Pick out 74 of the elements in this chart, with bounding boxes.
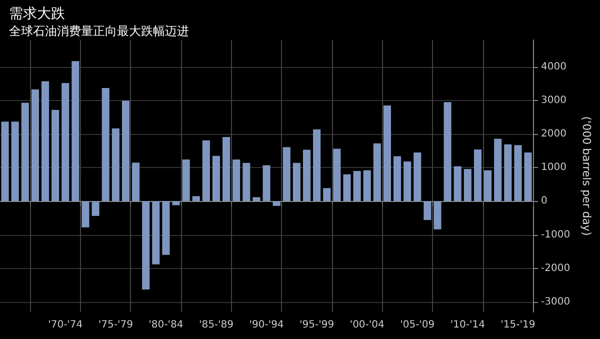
- bar: [262, 165, 270, 202]
- bar: [122, 100, 130, 202]
- bar: [302, 150, 311, 202]
- bar: [92, 201, 100, 216]
- bar: [434, 201, 442, 230]
- bar: [31, 89, 39, 202]
- bar: [152, 201, 160, 264]
- bar: [52, 110, 60, 202]
- x-tick-label: '75-'79: [98, 320, 133, 330]
- x-tick-label: '15-'19: [500, 320, 536, 330]
- x-tick-label: '80-'84: [148, 320, 184, 330]
- x-tick-label: '95-'99: [300, 320, 334, 330]
- y-tick-label: 3000: [541, 94, 566, 106]
- x-tick-label: '10-'14: [450, 320, 485, 330]
- bar: [383, 105, 391, 202]
- y-tick-label: 2000: [541, 128, 566, 140]
- bar: [424, 201, 432, 220]
- bar: [82, 201, 90, 228]
- bar: [272, 201, 280, 206]
- bar: [504, 144, 512, 202]
- x-tick-label: '70-'74: [48, 320, 83, 330]
- y-tick-label: 0: [541, 196, 548, 207]
- bar: [404, 162, 412, 202]
- bar: [353, 170, 361, 202]
- chart-subtitle: 全球石油消费量正向最大跌幅迈进: [9, 24, 189, 38]
- bar: [62, 82, 70, 202]
- bar: [484, 170, 492, 202]
- bar: [414, 152, 422, 202]
- bar: [242, 162, 250, 202]
- x-tick-label: '90-'94: [249, 320, 284, 330]
- bar: [323, 188, 331, 202]
- bar: [142, 201, 150, 290]
- bar: [514, 145, 522, 202]
- bar: [333, 148, 341, 202]
- y-tick-label: 1000: [541, 162, 566, 174]
- y-tick-label: -2000: [541, 262, 570, 274]
- bar: [282, 147, 290, 202]
- bar: [524, 152, 532, 202]
- bar: [292, 162, 300, 202]
- bar: [102, 88, 110, 202]
- bar: [313, 129, 321, 202]
- bar: [202, 140, 210, 202]
- bar: [343, 174, 351, 202]
- bar: [172, 201, 180, 206]
- y-tick-label: -1000: [541, 229, 570, 240]
- x-tick-label: '00-'04: [350, 320, 384, 330]
- bar: [132, 162, 140, 202]
- bar: [474, 149, 482, 202]
- bar: [182, 160, 190, 202]
- bar: [21, 102, 29, 202]
- bar: [252, 197, 260, 202]
- bar: [72, 61, 80, 202]
- x-tick-label: '05-'09: [400, 320, 435, 330]
- x-tick-label: '85-'89: [198, 320, 234, 330]
- bar: [494, 138, 502, 202]
- bar: [393, 156, 402, 202]
- bar: [11, 122, 19, 202]
- bar: [112, 128, 120, 202]
- y-tick-label: 4000: [541, 61, 566, 72]
- y-axis-title: ('000 barrels per day): [580, 116, 593, 236]
- bar: [1, 122, 9, 202]
- bar: [373, 143, 381, 202]
- y-tick-label: -3000: [541, 296, 570, 308]
- bar: [222, 137, 230, 202]
- bar: [454, 166, 462, 202]
- bar: [162, 201, 170, 255]
- bar: [464, 168, 472, 202]
- bar: [192, 196, 200, 202]
- bar: [363, 170, 371, 202]
- bar: [444, 102, 452, 202]
- bar: [232, 160, 240, 202]
- bar: [41, 81, 50, 202]
- bar: [212, 156, 220, 202]
- chart-title: 需求大跌: [9, 6, 65, 22]
